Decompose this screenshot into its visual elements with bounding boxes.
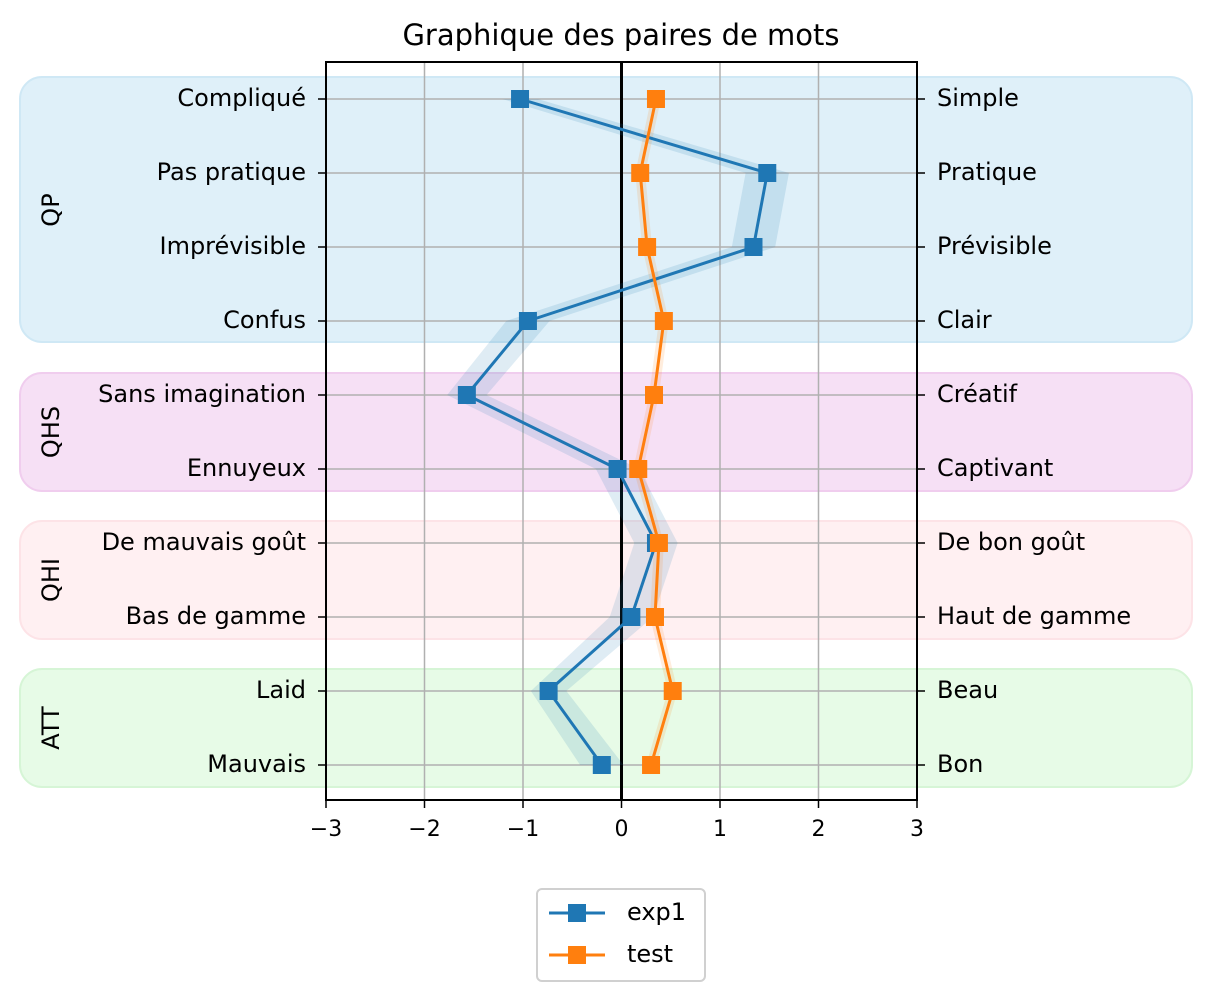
group-bands: QP QHS QHI ATT [19, 76, 1193, 788]
point-test [629, 460, 648, 478]
group-label-att: ATT [37, 706, 65, 750]
pair-label-right: Créatif [937, 380, 1018, 408]
pair-label-right: De bon goût [937, 528, 1085, 556]
x-tick-label: −1 [507, 817, 539, 842]
legend-marker-test [568, 946, 586, 964]
axis-labels: Compliqué Simple Pas pratique Pratique Impré… [98, 84, 1131, 842]
x-tick-label: 2 [812, 817, 826, 842]
pair-label-left: Ennuyeux [187, 454, 306, 482]
legend: exp1 test [536, 888, 706, 982]
x-tick-label: −2 [408, 817, 440, 842]
pair-label-right: Captivant [937, 454, 1053, 482]
pair-label-right: Beau [937, 676, 998, 704]
band-exp1 [447, 99, 789, 765]
point-exp1 [518, 312, 537, 330]
group-label-qp: QP [37, 193, 65, 226]
point-exp1 [511, 90, 530, 108]
group-band-qhs [19, 372, 1193, 492]
point-test [649, 534, 668, 552]
point-exp1 [457, 386, 476, 404]
series-line-test [636, 98, 675, 766]
point-exp1 [744, 238, 763, 256]
x-tick-label: 3 [910, 817, 924, 842]
point-test [638, 238, 657, 256]
x-tick-label: −3 [310, 817, 342, 842]
group-label-qhs: QHS [37, 406, 65, 458]
point-exp1 [758, 164, 777, 182]
group-label-qhi: QHI [37, 558, 65, 602]
point-exp1 [608, 460, 627, 478]
pair-label-right: Prévisible [937, 232, 1052, 260]
point-test [645, 386, 664, 404]
group-band-qp [19, 76, 1193, 343]
point-test [642, 756, 661, 774]
pair-label-left: Laid [256, 676, 306, 704]
pair-label-right: Haut de gamme [937, 602, 1131, 630]
x-tick-label: 0 [615, 817, 629, 842]
pair-label-left: De mauvais goût [102, 528, 306, 556]
point-test [663, 682, 682, 700]
pair-label-left: Pas pratique [157, 158, 306, 186]
point-exp1 [539, 682, 558, 700]
x-tick-label: 1 [713, 817, 727, 842]
point-exp1 [592, 756, 611, 774]
pair-label-left: Bas de gamme [126, 602, 306, 630]
pair-label-right: Pratique [937, 158, 1037, 186]
point-test [654, 312, 673, 330]
point-test [631, 164, 650, 182]
pair-label-right: Simple [937, 84, 1019, 112]
pair-label-left: Confus [223, 306, 306, 334]
legend-label-exp1: exp1 [627, 898, 686, 926]
legend-marker-exp1 [568, 904, 586, 922]
chart-title: Graphique des paires de mots [402, 18, 839, 52]
legend-label-test: test [627, 940, 673, 968]
series-line-exp1 [464, 97, 770, 766]
pair-label-left: Mauvais [207, 750, 306, 778]
group-band-att [19, 668, 1193, 788]
series-lines [457, 90, 777, 774]
pair-label-left: Sans imagination [98, 380, 306, 408]
pair-label-right: Bon [937, 750, 983, 778]
point-test [645, 608, 664, 626]
pair-label-right: Clair [937, 306, 992, 334]
point-test [646, 90, 665, 108]
pair-label-left: Imprévisible [159, 232, 306, 260]
point-exp1 [622, 608, 641, 626]
pair-label-left: Compliqué [177, 84, 306, 112]
